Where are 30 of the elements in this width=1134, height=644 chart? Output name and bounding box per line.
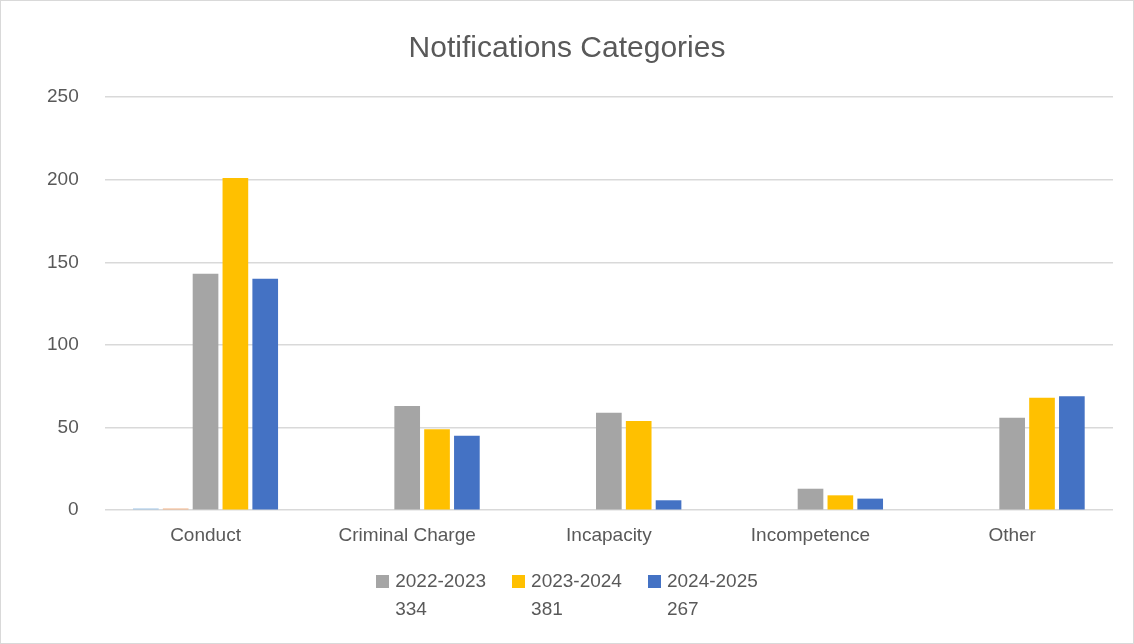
x-tick-label: Conduct bbox=[170, 523, 242, 545]
bar bbox=[394, 406, 421, 510]
x-tick-label: Other bbox=[988, 523, 1037, 545]
bar bbox=[827, 495, 854, 510]
y-tick-label: 200 bbox=[47, 167, 79, 189]
bar bbox=[1029, 397, 1055, 510]
bar bbox=[625, 420, 652, 510]
legend-label: 2024-2025 267 bbox=[666, 569, 758, 621]
chart-title: Notifications Categories bbox=[408, 30, 726, 64]
bar bbox=[454, 435, 480, 510]
bar bbox=[192, 273, 219, 510]
legend-label: 2022-2023 334 bbox=[395, 569, 487, 621]
bar bbox=[999, 417, 1025, 510]
bar bbox=[857, 498, 884, 510]
x-tick-label: Incompetence bbox=[750, 523, 871, 545]
bar bbox=[424, 429, 450, 510]
x-tick-label: Incapacity bbox=[566, 523, 653, 545]
bar bbox=[222, 177, 249, 510]
y-tick-label: 0 bbox=[68, 498, 79, 520]
bar bbox=[1059, 396, 1085, 510]
bar bbox=[252, 278, 279, 510]
y-tick-label: 250 bbox=[47, 85, 79, 107]
bar bbox=[655, 500, 682, 510]
bar bbox=[797, 488, 824, 510]
y-tick-label: 150 bbox=[47, 250, 79, 272]
y-tick-label: 50 bbox=[57, 415, 79, 437]
y-tick-label: 100 bbox=[47, 333, 79, 355]
bar bbox=[596, 412, 622, 510]
x-tick-label: Criminal Charge bbox=[338, 523, 476, 545]
legend-label: 2023-2024 381 bbox=[531, 569, 622, 621]
